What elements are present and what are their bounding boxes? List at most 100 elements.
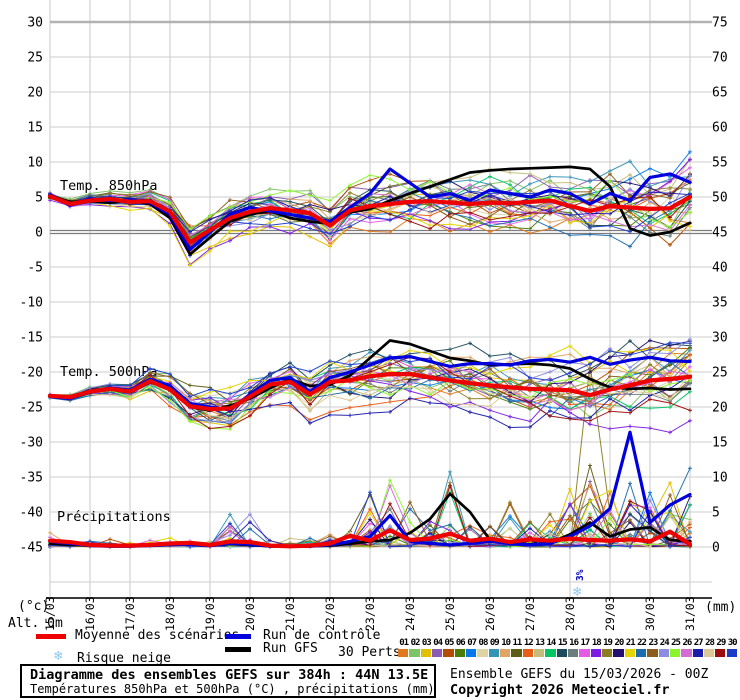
left-axis-tick: -30 bbox=[20, 436, 43, 451]
pert-number-29: 29 bbox=[716, 638, 726, 648]
pert-number-17: 17 bbox=[580, 638, 590, 648]
pert-number-05: 05 bbox=[444, 638, 455, 648]
pert-number-21: 21 bbox=[625, 638, 636, 648]
left-axis-tick: 0 bbox=[35, 226, 43, 241]
pert-number-10: 10 bbox=[501, 638, 511, 648]
diagram-info-box: Diagramme des ensembles GEFS sur 384h : … bbox=[20, 664, 436, 698]
pert-swatch-08 bbox=[477, 649, 488, 657]
pert-swatch-28 bbox=[703, 649, 715, 657]
pert-number-03: 03 bbox=[421, 638, 432, 648]
pert-number-04: 04 bbox=[433, 638, 443, 648]
date-tick-label: 27/03 bbox=[523, 596, 537, 631]
pert-number-08: 08 bbox=[478, 638, 489, 648]
pert-swatch-17 bbox=[579, 649, 590, 657]
mean-line-precip bbox=[47, 528, 693, 549]
left-axis-tick: -10 bbox=[20, 296, 43, 311]
mean-line-t500 bbox=[47, 372, 693, 412]
pert-number-27: 27 bbox=[693, 638, 704, 648]
pert-number-25: 25 bbox=[671, 638, 681, 648]
pert-swatch-06 bbox=[454, 649, 465, 657]
t500-section-label: Temp. 500hPa bbox=[60, 364, 158, 380]
pert-swatch-24 bbox=[658, 649, 669, 657]
pert-swatch-26 bbox=[681, 649, 692, 657]
pert-swatch-14 bbox=[545, 649, 556, 657]
pert-swatch-18 bbox=[590, 649, 601, 657]
pert-swatch-12 bbox=[522, 649, 533, 657]
mean-line-t850 bbox=[47, 194, 693, 245]
right-axis-tick: 50 bbox=[712, 191, 728, 206]
snow-risk-percent: 3% bbox=[575, 569, 586, 581]
snowflake-icon: ❄ bbox=[54, 648, 63, 664]
diagram-title: Diagramme des ensembles GEFS sur 384h : … bbox=[30, 667, 429, 683]
pert-swatch-23 bbox=[647, 649, 658, 657]
curves-group bbox=[47, 149, 693, 549]
control-line-t500 bbox=[48, 355, 692, 412]
left-axis-tick: 25 bbox=[27, 51, 43, 66]
precip-section-label: Précipitations bbox=[57, 509, 171, 525]
date-tick-label: 20/03 bbox=[243, 596, 257, 631]
perturbation-swatches bbox=[398, 648, 740, 657]
right-axis-tick: 5 bbox=[712, 506, 720, 521]
pert-number-23: 23 bbox=[648, 638, 658, 648]
right-axis-tick: 15 bbox=[712, 436, 728, 451]
right-axis-tick: 65 bbox=[712, 86, 728, 101]
left-axis-unit-label: (°c) bbox=[18, 599, 49, 614]
pert-swatch-16 bbox=[567, 649, 579, 657]
pert-swatch-04 bbox=[431, 649, 443, 657]
pert-swatch-03 bbox=[420, 649, 431, 657]
date-tick-label: 28/03 bbox=[563, 596, 577, 631]
legend-mean-label: Moyenne des scénarios bbox=[75, 628, 240, 643]
pert-swatch-07 bbox=[465, 649, 477, 657]
pert-number-06: 06 bbox=[455, 638, 466, 648]
left-axis-tick: -15 bbox=[20, 331, 43, 346]
left-axis-tick: -20 bbox=[20, 366, 43, 381]
pert-swatch-29 bbox=[715, 649, 726, 657]
date-tick-label: 19/03 bbox=[203, 596, 217, 631]
left-axis-tick: 5 bbox=[35, 191, 43, 206]
right-axis-tick: 20 bbox=[712, 401, 728, 416]
right-axis-tick: 10 bbox=[712, 471, 728, 486]
date-tick-label: 16/03 bbox=[83, 596, 97, 631]
pert-number-02: 02 bbox=[410, 638, 421, 648]
perturbation-numbers: 01 02 03 04 05 06 07 08 09 10 11 12 13 14 15 16 17 18 19 20… bbox=[398, 639, 740, 648]
pert-number-12: 12 bbox=[523, 638, 534, 648]
snow-risk-icon: ❄ bbox=[573, 584, 582, 600]
pert-number-15: 15 bbox=[557, 638, 568, 648]
date-tick-label: 15/03 bbox=[43, 596, 57, 631]
pert-number-09: 09 bbox=[489, 638, 500, 648]
pert-swatch-20 bbox=[613, 649, 624, 657]
date-tick-label: 24/03 bbox=[403, 596, 417, 631]
left-axis-tick: 10 bbox=[27, 156, 43, 171]
left-axis-tick: -40 bbox=[20, 506, 43, 521]
pert-number-26: 26 bbox=[682, 638, 692, 648]
control-line-swatch bbox=[225, 634, 251, 639]
pert-number-11: 11 bbox=[512, 638, 523, 648]
pert-number-07: 07 bbox=[467, 638, 477, 648]
date-tick-label: 25/03 bbox=[443, 596, 457, 631]
pert-number-22: 22 bbox=[637, 638, 647, 648]
date-tick-label: 17/03 bbox=[123, 596, 137, 631]
right-axis-unit-label: (mm) bbox=[705, 600, 736, 615]
member-line-t500-30 bbox=[48, 340, 692, 400]
perturbation-color-strip: 01 02 03 04 05 06 07 08 09 10 11 12 13 14 15 16 17 18 19 20… bbox=[398, 639, 740, 657]
date-tick-label: 31/03 bbox=[683, 596, 697, 631]
left-axis-tick: -5 bbox=[27, 261, 43, 276]
left-axis-tick: -45 bbox=[20, 541, 43, 556]
right-axis-tick: 60 bbox=[712, 121, 728, 136]
pert-swatch-13 bbox=[533, 649, 545, 657]
pert-swatch-01 bbox=[398, 649, 409, 657]
legend-perts-label: 30 Perts. bbox=[338, 645, 409, 660]
right-axis-tick: 30 bbox=[712, 331, 728, 346]
right-axis-tick: 0 bbox=[712, 541, 720, 556]
right-axis-tick: 25 bbox=[712, 366, 728, 381]
date-tick-label: 18/03 bbox=[163, 596, 177, 631]
pert-swatch-19 bbox=[601, 649, 613, 657]
ensemble-chart: 302520151050-5-10-15-20-25-30-35-40-4575… bbox=[8, 0, 736, 631]
pert-swatch-30 bbox=[726, 649, 737, 657]
copyright: Copyright 2026 Meteociel.fr bbox=[450, 682, 670, 698]
right-axis-tick: 55 bbox=[712, 156, 728, 171]
legend-control-label: Run de contrôle bbox=[263, 628, 381, 643]
pert-swatch-05 bbox=[443, 649, 454, 657]
mean-line-swatch bbox=[36, 634, 66, 639]
